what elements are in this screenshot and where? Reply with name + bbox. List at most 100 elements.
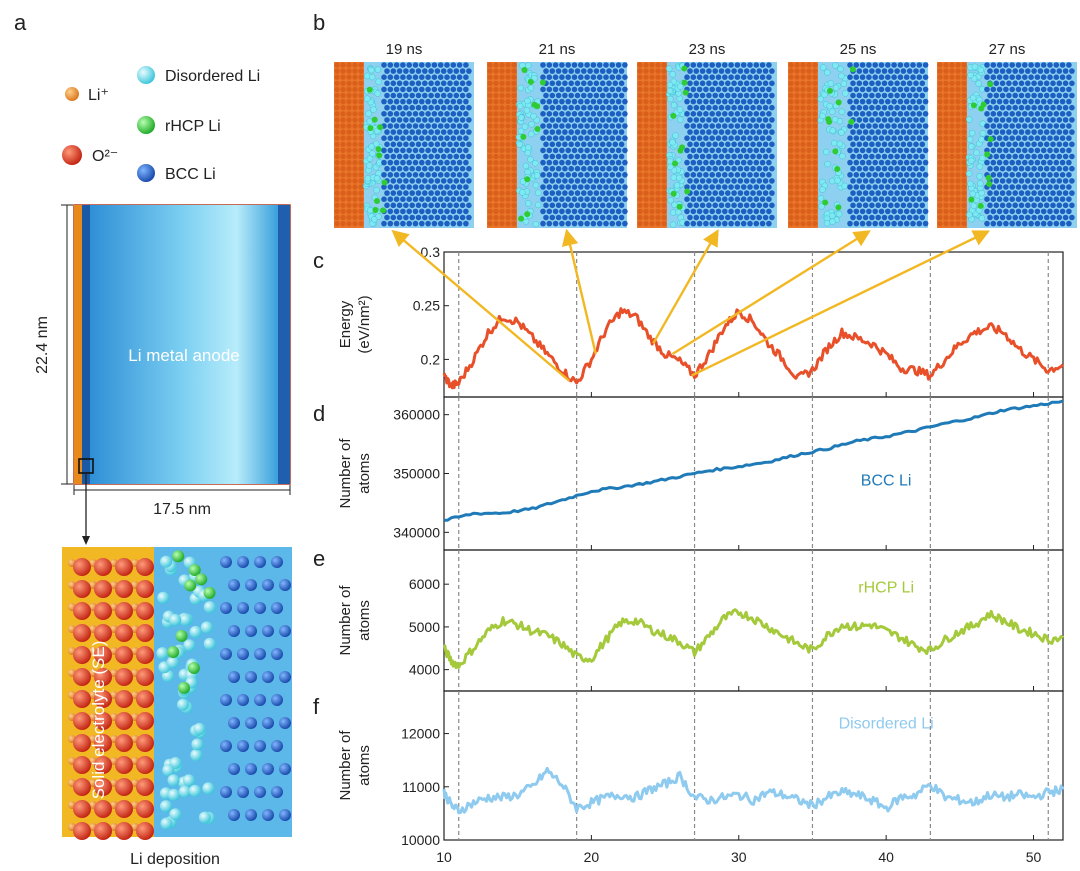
panel-letter-f: f xyxy=(313,694,320,719)
disordered-li-atom xyxy=(167,774,180,787)
rhcp-li-atom xyxy=(172,550,185,563)
oxygen-atom xyxy=(136,800,154,818)
zoom-view: Solid electrolyte (SE) xyxy=(62,547,292,840)
bcc-li-atom xyxy=(228,579,240,591)
bottom-caption: Li deposition xyxy=(130,851,220,868)
oxygen-atom xyxy=(73,800,91,818)
series-label: rHCP Li xyxy=(858,579,914,596)
bcc-li-atom xyxy=(271,740,283,752)
oxygen-atom xyxy=(115,558,133,576)
oxygen-atom xyxy=(94,668,112,686)
disordered-li-atom xyxy=(191,738,204,751)
oxygen-atom xyxy=(94,602,112,620)
disordered-li-atom xyxy=(179,613,192,626)
x-tick-label: 40 xyxy=(878,849,894,865)
y-axis-label: Number of xyxy=(337,730,354,801)
bcc-li-atom xyxy=(271,556,283,568)
oxygen-atom xyxy=(73,778,91,796)
bcc-interface-layer xyxy=(82,205,90,484)
disordered-li-atom xyxy=(189,784,202,797)
bcc-li-atom xyxy=(254,740,266,752)
x-tick-label: 30 xyxy=(731,849,747,865)
oxygen-atom xyxy=(115,734,133,752)
series-line-e xyxy=(443,608,1064,670)
charts: c 0.2 0.25 0.3 Energy (eV/nm²) d 340000 350000 36… xyxy=(313,244,1065,865)
oxygen-atom xyxy=(94,646,112,664)
panel-letter-a: a xyxy=(14,10,27,35)
bcc-li-atom xyxy=(262,625,274,637)
legend: Li⁺ O²⁻ Disordered Li rHCP Li BCC Li xyxy=(62,66,260,183)
y-tick-label: 6000 xyxy=(409,576,440,592)
oxygen-atom xyxy=(73,756,91,774)
oxygen-atom xyxy=(94,800,112,818)
bcc-li-atom xyxy=(237,556,249,568)
bcc-li-atom xyxy=(262,717,274,729)
y-axis-label: Number of xyxy=(337,585,354,656)
oxygen-atom xyxy=(94,756,112,774)
snapshots: 19 ns 21 ns 23 ns 25 ns 27 ns xyxy=(334,41,1077,228)
rhcp-li-atom xyxy=(195,573,208,586)
legend-label: Li⁺ xyxy=(88,87,109,104)
oxygen-atom xyxy=(94,580,112,598)
bcc-li-atom xyxy=(228,625,240,637)
bcc-right-layer xyxy=(278,205,290,484)
snapshot-1: 19 ns xyxy=(334,41,474,228)
disordered-li-atom xyxy=(160,817,173,830)
legend-item-bcc-li: BCC Li xyxy=(137,164,216,183)
oxygen-atom xyxy=(115,668,133,686)
bcc-li-atom xyxy=(262,809,274,821)
disordered-li-atom xyxy=(202,782,215,795)
zoom-atoms xyxy=(68,550,291,840)
oxygen-atom xyxy=(115,712,133,730)
oxygen-atom xyxy=(115,756,133,774)
panel-b: b 19 ns 21 ns 23 ns 25 ns 27 ns xyxy=(313,10,1077,228)
oxygen-atom xyxy=(136,822,154,840)
rhcp-li-atom xyxy=(187,661,200,674)
disordered-li-atom xyxy=(193,722,206,735)
bcc-li-atom xyxy=(245,579,257,591)
bcc-li-atom xyxy=(254,786,266,798)
oxygen-atom xyxy=(115,778,133,796)
se-layer xyxy=(74,205,82,484)
y-tick-label: 12000 xyxy=(401,726,440,742)
oxygen-atom xyxy=(73,822,91,840)
bcc-li-atom xyxy=(220,648,232,660)
oxygen-atom xyxy=(73,602,91,620)
bcc-li-atom xyxy=(245,717,257,729)
width-dimension: 17.5 nm xyxy=(73,485,291,518)
series-line-c xyxy=(442,307,1064,390)
oxygen-atom xyxy=(94,690,112,708)
bcc-li-atom xyxy=(279,717,291,729)
snapshot-time-label: 23 ns xyxy=(689,41,726,58)
disordered-li-atom xyxy=(203,637,216,650)
bcc-li-atom xyxy=(262,671,274,683)
snapshot-arrow xyxy=(671,230,871,356)
snapshot-2: 21 ns xyxy=(487,41,628,228)
panel-letter-e: e xyxy=(313,546,325,571)
bcc-li-atom xyxy=(279,625,291,637)
snapshot-5: 27 ns xyxy=(937,41,1077,228)
oxygen-atom xyxy=(73,580,91,598)
bcc-li-atom xyxy=(271,648,283,660)
oxygen-atom xyxy=(136,624,154,642)
disordered-li-atom xyxy=(159,800,172,813)
bcc-li-atom xyxy=(262,763,274,775)
oxygen-atom xyxy=(115,624,133,642)
bcc-li-atom xyxy=(245,809,257,821)
bcc-li-atom xyxy=(228,717,240,729)
bcc-li-atom xyxy=(245,625,257,637)
oxygen-atom xyxy=(115,602,133,620)
bcc-li-atom xyxy=(228,763,240,775)
oxygen-atom xyxy=(94,712,112,730)
bcc-li-atom xyxy=(262,579,274,591)
oxygen-atom xyxy=(136,580,154,598)
disordered-li-atom xyxy=(169,808,182,821)
snapshot-3: 23 ns xyxy=(637,41,777,228)
series-line-d xyxy=(443,399,1064,522)
disordered-li-atom xyxy=(189,625,202,638)
bcc-li-atom xyxy=(254,602,266,614)
oxygen-atom xyxy=(94,558,112,576)
x-tick-label: 20 xyxy=(584,849,600,865)
oxygen-atom xyxy=(115,690,133,708)
